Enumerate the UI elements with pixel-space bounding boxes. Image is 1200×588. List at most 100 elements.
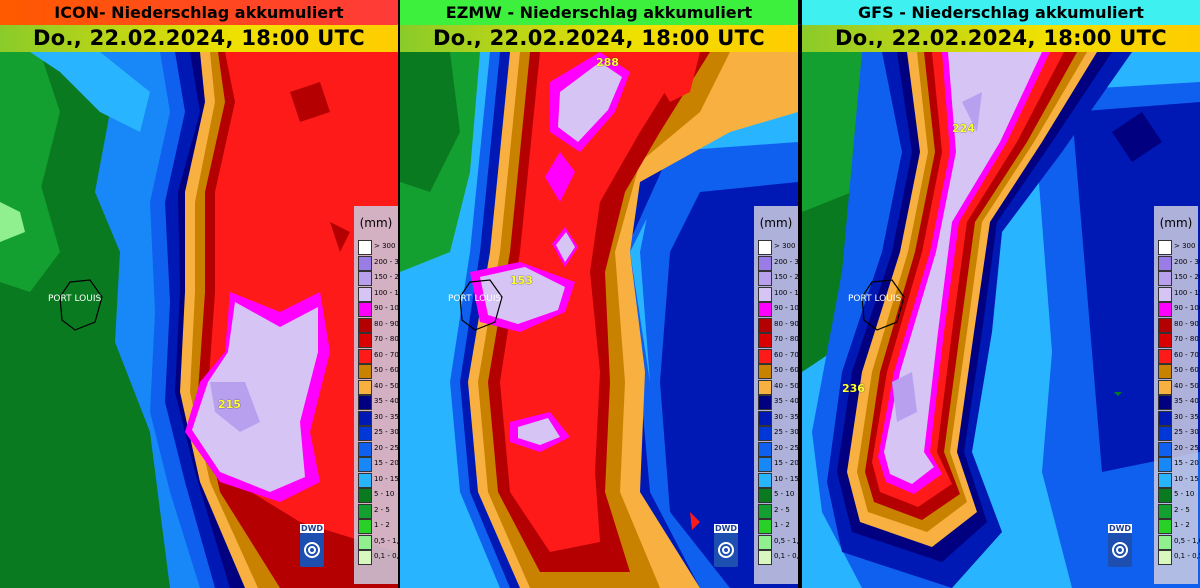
- legend-label: 200 - 30: [1174, 257, 1200, 266]
- legend-swatch: [758, 333, 772, 348]
- legend-swatch: [358, 488, 372, 503]
- legend-label: 60 - 70: [1174, 350, 1199, 359]
- legend-label: 2 - 5: [1174, 505, 1190, 514]
- legend-item: 30 - 35: [1158, 410, 1199, 426]
- legend-item: 10 - 15: [758, 472, 798, 488]
- legend-swatch: [358, 534, 372, 550]
- legend-swatch: [1158, 348, 1172, 364]
- panel-subtitle: Do., 22.02.2024, 18:00 UTC: [0, 25, 398, 52]
- legend-swatch: [758, 519, 772, 534]
- legend-swatch: [1158, 395, 1172, 410]
- panel-title: EZMW - Niederschlag akkumuliert: [400, 0, 798, 25]
- legend-item: 80 - 90: [758, 317, 798, 333]
- legend-label: 20 - 25: [374, 443, 398, 452]
- legend-swatch: [758, 503, 772, 519]
- legend-item: 80 - 90: [358, 317, 398, 333]
- legend-label: 0,5 - 1,0: [1174, 536, 1200, 545]
- legend: (mm) > 300 200 - 30 150 - 20 100 - 15 90 - 1…: [1154, 206, 1200, 584]
- legend-item: 50 - 60: [758, 364, 798, 379]
- legend-swatch: [1158, 286, 1172, 302]
- legend-item: 1 - 2: [1158, 519, 1198, 534]
- legend-item: 20 - 25: [358, 441, 398, 457]
- panel-title: GFS - Niederschlag akkumuliert: [802, 0, 1200, 25]
- legend-item: 40 - 50: [358, 379, 398, 395]
- legend-swatch: [358, 364, 372, 379]
- city-label: PORT LOUIS: [48, 294, 102, 304]
- legend-item: 150 - 20: [358, 271, 398, 286]
- legend-item: > 300: [758, 240, 798, 255]
- legend-label: 35 - 40: [374, 397, 398, 405]
- legend-item: 2 - 5: [758, 503, 798, 519]
- legend-label: 30 - 35: [774, 412, 798, 421]
- legend-label: 2 - 5: [374, 505, 390, 514]
- legend-unit: (mm): [1159, 216, 1193, 230]
- legend-swatch: [358, 255, 372, 271]
- legend-item: 200 - 30: [358, 255, 398, 271]
- legend-swatch: [1158, 550, 1172, 565]
- legend-label: 50 - 60: [1174, 366, 1199, 374]
- legend-swatch: [1158, 503, 1172, 519]
- legend-label: 150 - 20: [374, 273, 398, 281]
- legend-label: 50 - 60: [774, 366, 798, 374]
- legend-label: 150 - 20: [1174, 273, 1200, 281]
- legend-swatch: [358, 302, 372, 317]
- legend-label: 5 - 10: [374, 490, 395, 498]
- legend-label: 10 - 15: [374, 474, 398, 483]
- legend-label: 5 - 10: [774, 490, 795, 498]
- legend-swatch: [358, 286, 372, 302]
- legend-swatch: [1158, 302, 1172, 317]
- legend-label: 150 - 20: [774, 273, 798, 281]
- legend-item: 35 - 40: [1158, 395, 1199, 410]
- legend-label: 5 - 10: [1174, 490, 1195, 498]
- legend-label: > 300: [374, 242, 396, 250]
- max-value-label: 236: [842, 382, 865, 395]
- legend-swatch: [1158, 426, 1172, 441]
- legend-item: 90 - 100: [758, 302, 798, 317]
- legend-item: 40 - 50: [1158, 379, 1199, 395]
- precip-map-icon: PORT LOUIS 215: [0, 52, 398, 588]
- legend-swatch: [358, 550, 372, 565]
- legend-label: 20 - 25: [774, 443, 798, 452]
- legend-label: 70 - 80: [1174, 335, 1199, 343]
- legend-swatch: [758, 488, 772, 503]
- legend-label: 15 - 20: [374, 459, 398, 467]
- legend-item: 80 - 90: [1158, 317, 1199, 333]
- legend-item: 2 - 5: [1158, 503, 1198, 519]
- legend-label: 70 - 80: [374, 335, 398, 343]
- legend-swatch: [758, 550, 772, 565]
- city-label: PORT LOUIS: [848, 294, 902, 304]
- panel-icon: ICON- Niederschlag akkumuliert Do., 22.0…: [0, 0, 398, 588]
- legend-item: 10 - 15: [358, 472, 398, 488]
- legend-swatch: [358, 426, 372, 441]
- legend-item: 0,5 - 1,0: [358, 534, 398, 550]
- legend-item: 5 - 10: [1158, 488, 1198, 503]
- legend-item: 70 - 80: [358, 333, 398, 348]
- legend-swatch: [1158, 271, 1172, 286]
- legend-swatch: [1158, 519, 1172, 534]
- legend-label: 35 - 40: [1174, 397, 1199, 405]
- max-value-label: 224: [952, 122, 975, 135]
- legend-item: 200 - 30: [1158, 255, 1200, 271]
- legend-swatch: [1158, 488, 1172, 503]
- legend-label: 50 - 60: [374, 366, 398, 374]
- legend-label: 0,5 - 1,0: [374, 536, 398, 545]
- legend: (mm) > 300 200 - 30 150 - 20 100 - 15 90 - 1…: [354, 206, 398, 584]
- legend-label: 100 - 15: [374, 288, 398, 297]
- legend-label: > 300: [1174, 242, 1196, 250]
- legend-item: 20 - 25: [1158, 441, 1199, 457]
- legend-swatch: [758, 441, 772, 457]
- legend-swatch: [358, 395, 372, 410]
- legend-label: 15 - 20: [774, 459, 798, 467]
- legend-label: 25 - 30: [374, 428, 398, 436]
- legend-label: 10 - 15: [774, 474, 798, 483]
- legend-item: 60 - 70: [758, 348, 798, 364]
- legend-swatch: [358, 317, 372, 333]
- legend-item: 25 - 30: [758, 426, 798, 441]
- legend-item: 100 - 15: [1158, 286, 1200, 302]
- legend-item: 100 - 15: [358, 286, 398, 302]
- legend-swatch: [358, 457, 372, 472]
- legend-swatch: [1158, 379, 1172, 395]
- legend-swatch: [358, 333, 372, 348]
- legend-item: 25 - 30: [1158, 426, 1199, 441]
